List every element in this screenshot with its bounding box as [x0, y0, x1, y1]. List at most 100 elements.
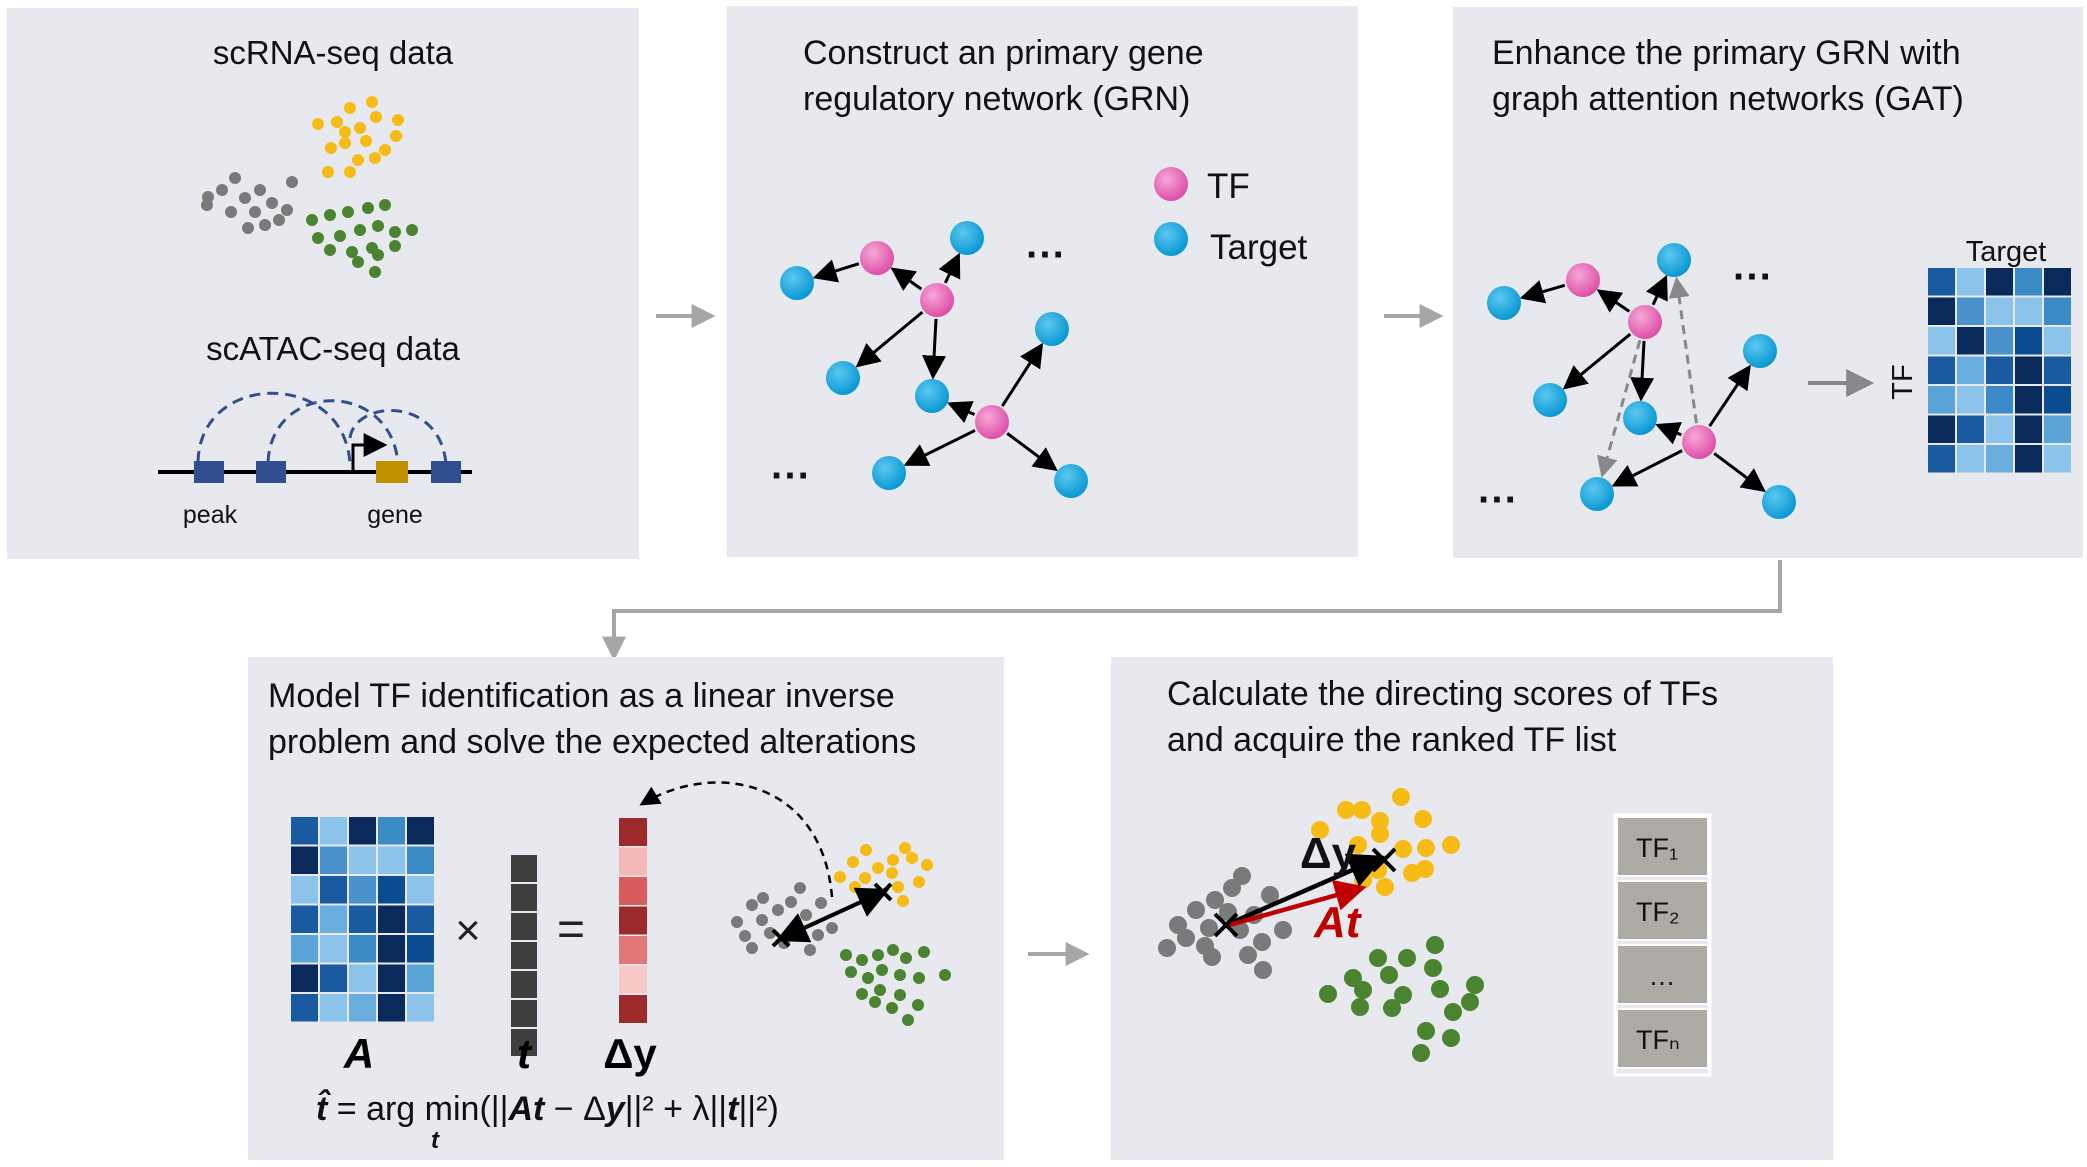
green-cell-dot — [1444, 1003, 1462, 1021]
gray-cell-dot — [756, 914, 768, 926]
at-arrow — [1225, 880, 1367, 929]
yellow-cell-dot — [369, 152, 381, 164]
green-cell-dot — [306, 214, 318, 226]
gray-cell-dot — [259, 219, 271, 231]
regulation-edge — [1562, 332, 1632, 390]
target-node — [1580, 477, 1614, 511]
label-a: A — [343, 1030, 374, 1077]
enhanced-grn-network — [1487, 243, 1796, 519]
panel-directing-scores: Calculate the directing scores of TFs an… — [1111, 657, 1833, 1160]
green-cell-dot — [1431, 980, 1449, 998]
yellow-cell-dot — [847, 856, 859, 868]
regulation-edge — [1655, 422, 1682, 445]
yellow-cell-dot — [392, 114, 404, 126]
matrix-cell — [320, 964, 347, 992]
gray-cell-dot — [286, 176, 298, 188]
green-cell-dot — [1319, 985, 1337, 1003]
perturbation-plot — [731, 842, 951, 1026]
green-cell-dot — [856, 988, 868, 1000]
ranked-tf-list: TF₁ TF₂ … TFₙ — [1613, 813, 1712, 1077]
gray-cell-dot — [242, 222, 254, 234]
yellow-cell-dot — [366, 96, 378, 108]
ranked-tf-label: … — [1649, 961, 1676, 991]
yellow-cell-dot — [352, 154, 364, 166]
regulation-edge — [812, 259, 860, 283]
formula-subscript: t — [431, 1127, 440, 1154]
vector-cell — [619, 906, 647, 935]
attention-edge — [1668, 276, 1698, 424]
yellow-cell-dot — [390, 130, 402, 142]
matrix-cell — [1957, 327, 1984, 355]
vector-cell — [619, 936, 647, 964]
matrix-cell — [291, 994, 318, 1022]
yellow-cell-dot — [1417, 839, 1435, 857]
matrix-cell — [349, 994, 376, 1022]
matrix-cell — [2015, 327, 2042, 355]
matrix-cell — [320, 846, 347, 874]
matrix-cell — [407, 876, 434, 904]
matrix-cell — [2044, 327, 2071, 355]
gray-cell-dot — [254, 184, 266, 196]
gray-cell-dot — [266, 197, 278, 209]
regulation-edge — [1630, 340, 1655, 402]
green-cell-dot — [1461, 993, 1479, 1011]
gray-cell-dot — [815, 897, 827, 909]
yellow-cell-dot — [354, 122, 366, 134]
green-cell-dot — [872, 949, 884, 961]
matrix-cell — [2015, 356, 2042, 384]
yellow-cell-dot — [312, 118, 324, 130]
matrix-cell — [1928, 297, 1955, 325]
green-cell-dot — [1344, 969, 1362, 987]
green-cell-dot — [324, 209, 336, 221]
matrix-cell — [2044, 386, 2071, 414]
matrix-cell — [349, 846, 376, 874]
yellow-cell-dot — [906, 852, 918, 864]
green-cell-dot — [856, 954, 868, 966]
green-cell-dot — [1383, 999, 1401, 1017]
matrix-cell — [291, 935, 318, 963]
green-cell-dot — [389, 240, 401, 252]
matrix-cell — [1957, 415, 1984, 443]
yellow-cell-dot — [1354, 871, 1372, 889]
matrix-cell — [1957, 386, 1984, 414]
matrix-a — [291, 817, 434, 1022]
ranked-tf-label: TFₙ — [1636, 1025, 1680, 1055]
target-node — [1623, 401, 1657, 435]
regulation-edge — [903, 429, 976, 466]
green-cell-dot — [902, 1014, 914, 1026]
target-node — [1054, 464, 1088, 498]
matrix-cell — [1928, 445, 1955, 473]
green-cell-dot — [372, 220, 384, 232]
regulation-edge — [1001, 342, 1044, 407]
feedback-arrow — [639, 781, 834, 898]
vector-cell — [619, 965, 647, 994]
tf-node — [1682, 425, 1716, 459]
green-cell-dot — [372, 249, 384, 261]
atac-track: peak gene — [158, 391, 472, 529]
green-cell-dot — [1426, 936, 1444, 954]
yellow-cell-dot — [1371, 825, 1389, 843]
gray-cell-dot — [273, 214, 285, 226]
ranked-tf-cell — [1616, 816, 1709, 877]
label-t: t — [517, 1030, 533, 1077]
vector-cell — [511, 1000, 537, 1027]
regulation-edge — [1713, 452, 1766, 493]
objective-formula: t̂ = arg min(||At − Δy||² + λ||t||²) — [316, 1090, 779, 1128]
green-cell-dot — [913, 972, 925, 984]
matrix-cell — [2015, 445, 2042, 473]
ranked-tf-cell — [1616, 880, 1709, 941]
matrix-cell — [1957, 356, 1984, 384]
green-cell-dot — [312, 232, 324, 244]
matrix-cell — [378, 935, 405, 963]
panel-inverse-problem: Model TF identification as a linear inve… — [248, 657, 1004, 1160]
gray-cell-dot — [800, 909, 812, 921]
vector-delta-y — [619, 818, 647, 1023]
panel-title-line2: problem and solve the expected alteratio… — [268, 723, 916, 761]
yellow-cell-dot — [886, 867, 898, 879]
regulation-edge — [1611, 449, 1683, 487]
regulation-edge — [1646, 274, 1668, 306]
regulation-edge — [1708, 364, 1751, 428]
attention-edge — [1597, 339, 1642, 478]
green-cell-dot — [1417, 1022, 1435, 1040]
panel-data-input: scRNA-seq data scATAC-seq data peak gene — [7, 8, 639, 559]
